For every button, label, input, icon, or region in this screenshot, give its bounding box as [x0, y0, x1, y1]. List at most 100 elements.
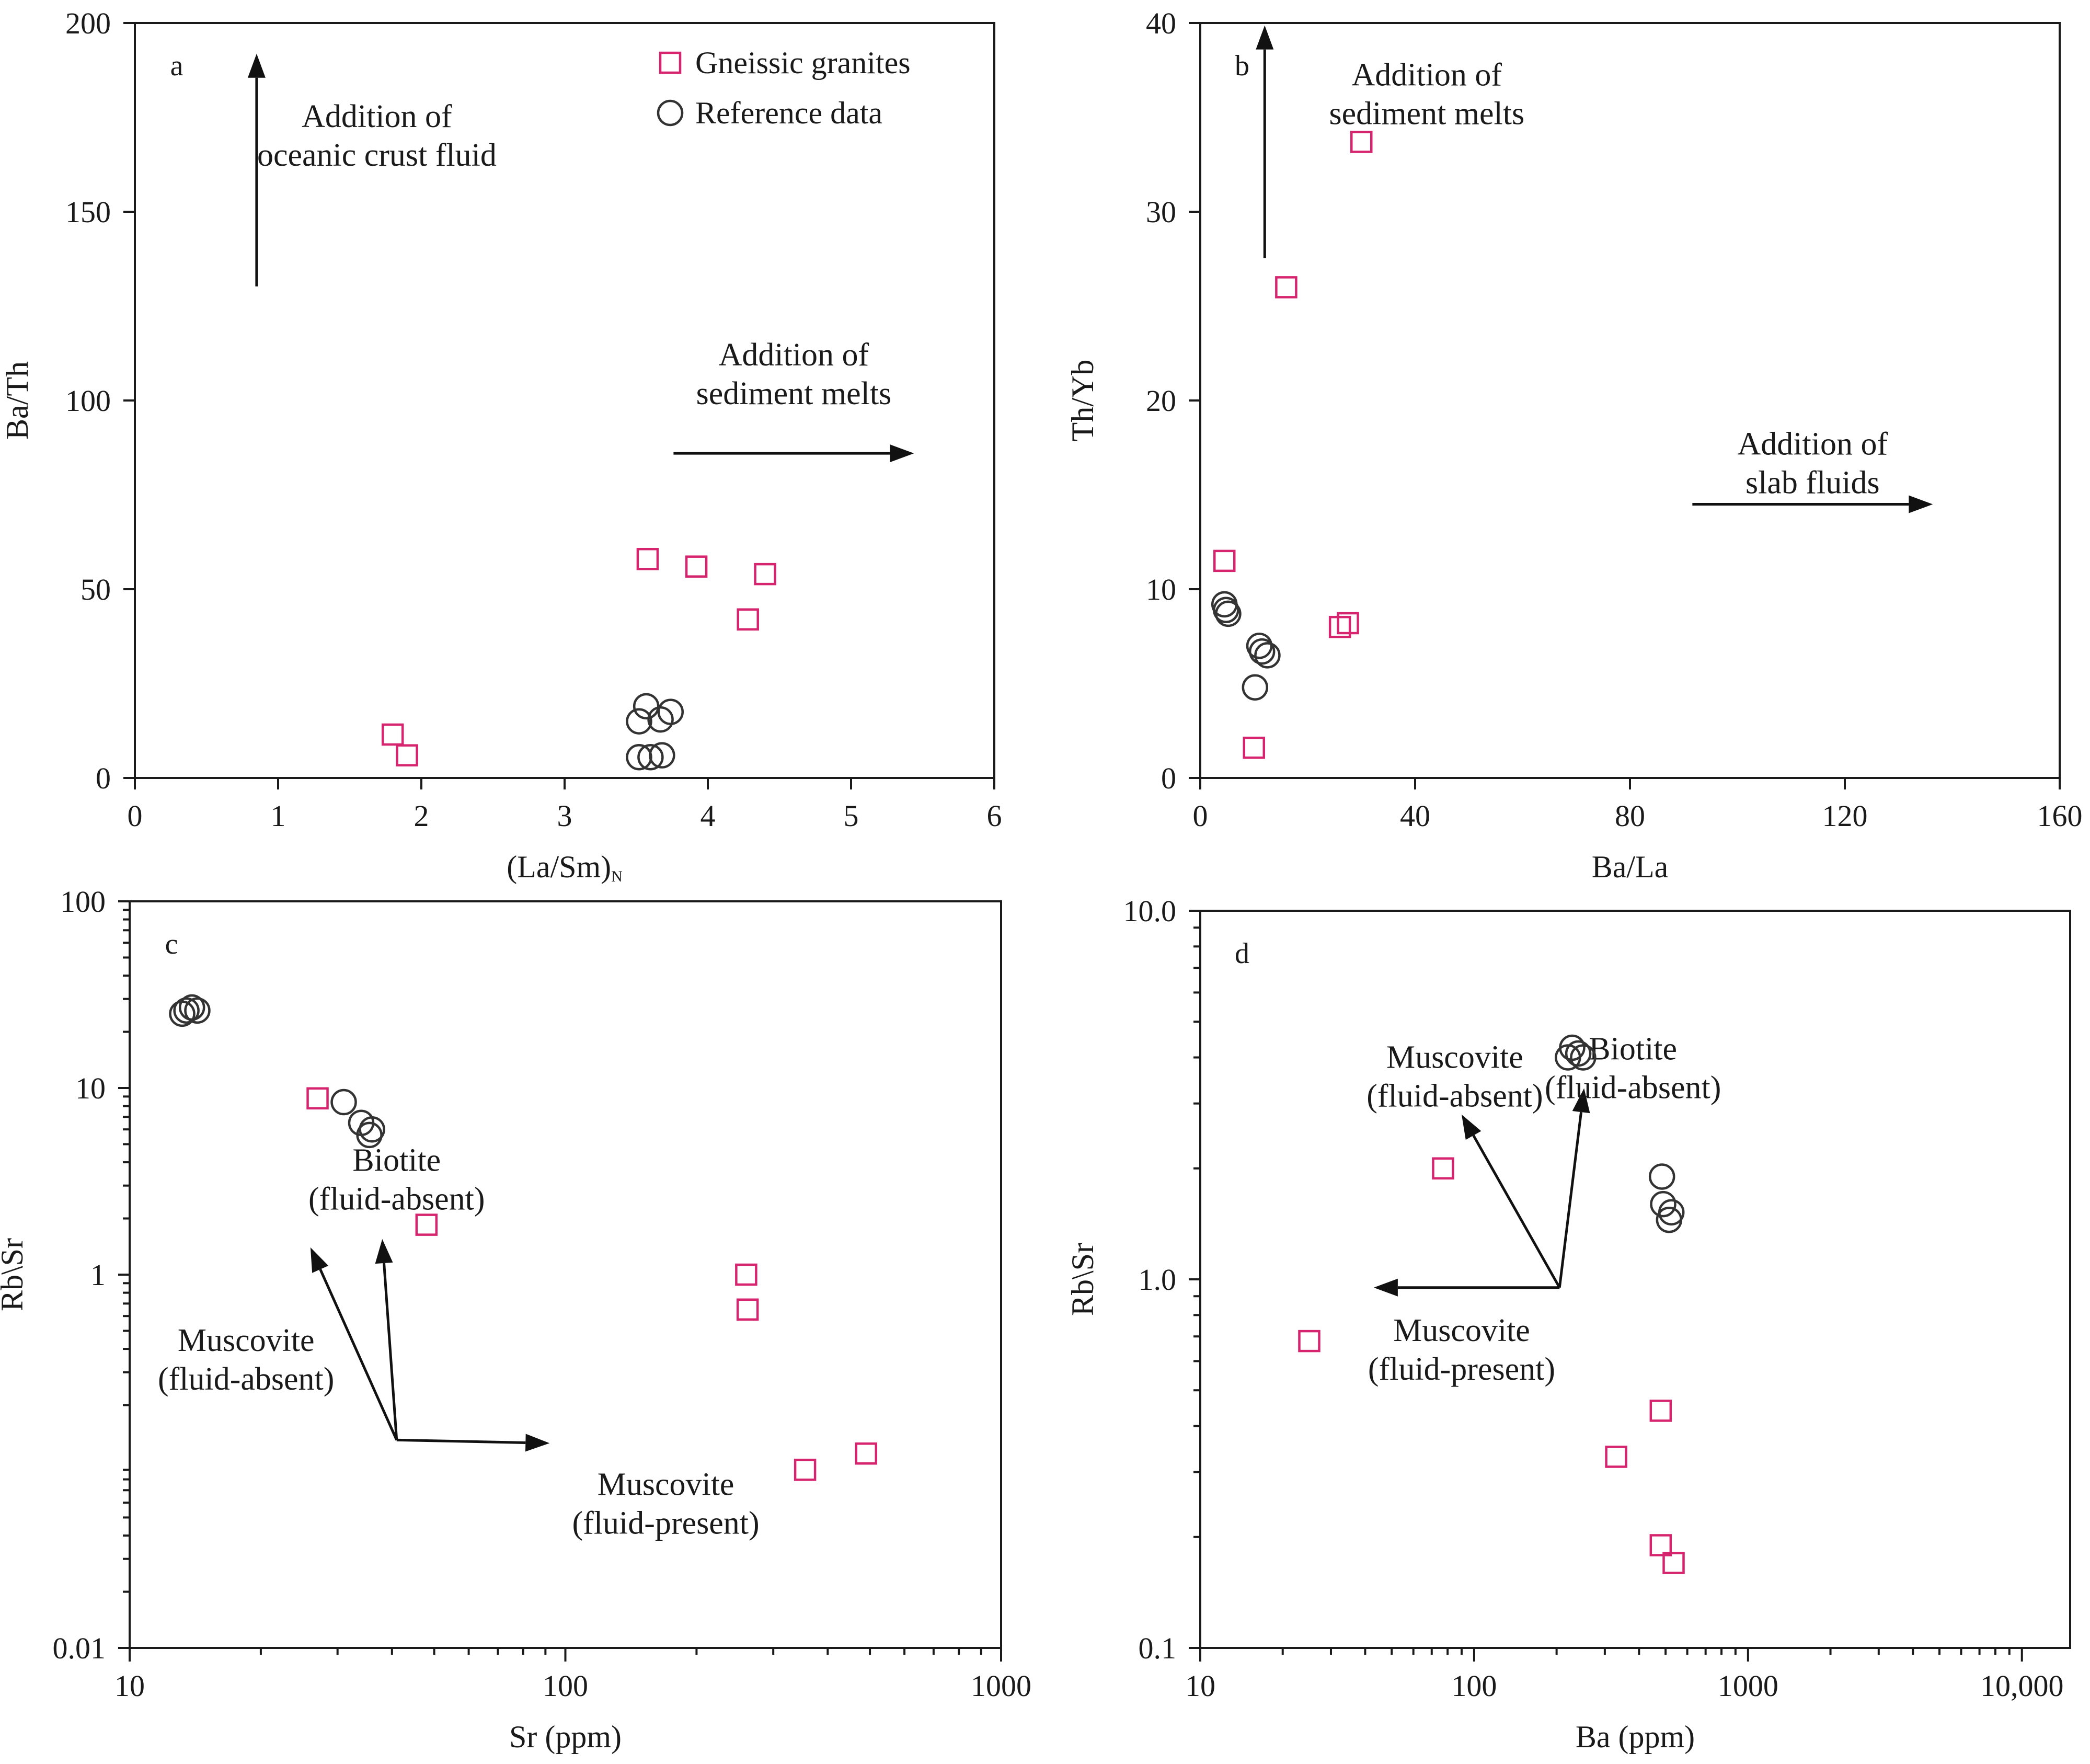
panel-a-y-tick-label: 50	[81, 572, 111, 606]
panel-a-x-tick-label: 0	[128, 799, 143, 833]
panel-a-letter: a	[170, 50, 183, 82]
panel-d-reference-data-point	[1570, 1044, 1597, 1071]
panel-a-legend-label: Reference data	[695, 96, 882, 130]
panel-b-gneissic-granite-point	[1243, 736, 1265, 759]
panel-b-x-tick-label: 40	[1400, 799, 1430, 833]
panel-b-reference-data-point	[1254, 642, 1281, 669]
panel-c-y-tick-label: 0.01	[53, 1631, 106, 1665]
panel-d-x-axis-label: Ba (ppm)	[1576, 1720, 1695, 1754]
panel-d-y-axis-label: Rb\Sr	[1065, 1243, 1100, 1316]
panel-a-reference-data-point	[649, 742, 675, 769]
panel-b-gneissic-granite-point	[1350, 131, 1373, 153]
panel-b-gneissic-granite-point	[1337, 612, 1359, 635]
panel-c-vector-arrow-2	[375, 1239, 398, 1440]
panel-c-annotation-text: (fluid-present)	[572, 1505, 760, 1541]
panel-d-vector-arrow-3-shaft	[1558, 1112, 1583, 1288]
panel-b-reference-data-point	[1242, 674, 1269, 701]
panel-a-gneissic-granite-point	[754, 563, 776, 586]
panel-b-reference-data-point	[1213, 597, 1239, 623]
panel-d-annotation-text: (fluid-present)	[1368, 1351, 1555, 1387]
panel-b-gneissic-granite-point	[1328, 615, 1351, 638]
panel-d-annotation-text: Muscovite	[1393, 1313, 1530, 1348]
panel-c: 10 100 1000 0.01 1 10 100 Sr (ppm) Rb\Sr c Biotite…	[0, 885, 1031, 1754]
panel-b-gneissic-granite-point	[1213, 549, 1236, 572]
panel-d-annotation-text: Biotite	[1589, 1031, 1677, 1067]
panel-d-reference-data-point	[1565, 1040, 1592, 1067]
panel-c-gneissic-granite-point	[794, 1459, 817, 1481]
panel-b-x-tick-label: 80	[1615, 799, 1645, 833]
panel-a-reference-data-point	[626, 708, 652, 735]
panel-c-vector-arrow-2-shaft	[383, 1263, 398, 1440]
panel-c-reference-data-point	[184, 997, 211, 1024]
panel-c-annotation-text: (fluid-absent)	[308, 1181, 485, 1217]
panel-d-vector-arrow-1	[1373, 1278, 1560, 1297]
panel-d-y-tick-label: 1.0	[1139, 1263, 1177, 1297]
panel-d-y-tick-label: 10.0	[1123, 894, 1177, 928]
panel-d-reference-data-point	[1658, 1199, 1685, 1226]
panel-a-annotation-arrow-1	[247, 53, 266, 287]
panel-d-x-tick-label: 10,000	[1980, 1669, 2064, 1703]
panel-d-gneissic-granite-point	[1649, 1400, 1672, 1422]
panel-a-legend-circle-marker	[657, 99, 684, 127]
panel-c-gneissic-granite-point	[735, 1263, 757, 1286]
panel-a-legend-label: Gneissic granites	[695, 45, 911, 80]
panel-c-x-axis-label: Sr (ppm)	[509, 1720, 622, 1754]
panel-b-reference-data-point	[1248, 638, 1276, 665]
panel-c-vector-arrow-1	[310, 1247, 398, 1441]
panel-b-y-tick-label: 0	[1161, 761, 1176, 795]
panel-a-y-tick-label: 200	[65, 6, 111, 40]
panel-c-vector-arrow-1-head	[310, 1247, 329, 1273]
panel-c-y-axis-label: Rb\Sr	[0, 1238, 29, 1311]
panel-c-y-tick-label: 10	[75, 1071, 106, 1105]
panel-b-y-tick-label: 30	[1146, 195, 1176, 229]
panel-b-y-axis-label: Th/Yb	[1065, 360, 1100, 442]
panel-b-reference-data-point	[1215, 600, 1242, 627]
panel-a-x-tick-label: 1	[271, 799, 286, 833]
panel-a-annotation-text: sediment melts	[696, 376, 892, 411]
panel-b: 0 40 80 120 160 0 10 20 30 40 Ba/La Th/Yb b Addition …	[1065, 6, 2083, 884]
panel-d-vector-arrow-3	[1558, 1088, 1590, 1288]
panel-b-x-tick-label: 160	[2037, 799, 2083, 833]
panel-d-y-tick-label: 0.1	[1139, 1631, 1177, 1665]
panel-d-reference-data-point	[1648, 1163, 1675, 1190]
panel-b-letter: b	[1235, 50, 1249, 82]
panel-c-vector-arrow-3-head	[525, 1434, 550, 1452]
panel-a-x-axis-label: (La/Sm)N	[507, 850, 623, 885]
panel-b-annotation-text: sediment melts	[1329, 96, 1524, 132]
panel-b-x-tick-label: 0	[1193, 799, 1208, 833]
panel-d-x-tick-label: 100	[1451, 1669, 1497, 1703]
panel-c-vector-arrow-2-head	[375, 1239, 393, 1264]
panel-c-vector-arrow-3-shaft	[396, 1438, 526, 1444]
panel-a: 0 1 2 3 4 5 6 0 50 100 150 200 (La/Sm)N Ba/Th a Additio…	[0, 6, 1002, 885]
panel-b-y-tick-label: 10	[1146, 572, 1176, 606]
panel-a-x-tick-label: 3	[557, 799, 572, 833]
panel-b-x-axis-label: Ba/La	[1592, 850, 1669, 884]
panel-d-x-tick-label: 1000	[1718, 1669, 1778, 1703]
panel-d-annotation-text: (fluid-absent)	[1545, 1070, 1721, 1105]
panel-d-vector-arrow-2-head	[1461, 1114, 1482, 1140]
panel-b-annotation-arrow-1-head	[1256, 25, 1274, 50]
panel-c-reference-data-point	[173, 997, 200, 1024]
panel-a-legend-square-marker	[659, 51, 682, 74]
panel-a-annotation-text: oceanic crust fluid	[257, 138, 497, 173]
panel-d: 10 100 1000 10,000 0.1 1.0 10.0 Ba (ppm) Rb\Sr d M…	[1065, 894, 2071, 1754]
panel-d-gneissic-granite-point	[1649, 1534, 1672, 1556]
panel-c-gneissic-granite-point	[855, 1442, 878, 1465]
panel-a-x-tick-label: 5	[844, 799, 859, 833]
panel-c-y-tick-label: 100	[60, 885, 106, 919]
panel-d-vector-arrow-2	[1461, 1114, 1561, 1288]
panel-c-reference-data-point	[169, 1000, 196, 1027]
panel-a-annotation-arrow-2	[673, 444, 914, 463]
panel-c-y-tick-label: 1	[90, 1258, 106, 1292]
panel-a-gneissic-granite-point	[737, 608, 759, 631]
panel-a-y-tick-label: 0	[96, 761, 111, 795]
panel-b-annotation-text: Addition of	[1738, 427, 1888, 462]
panel-c-gneissic-granite-point	[415, 1213, 438, 1236]
panel-a-gneissic-granite-point	[381, 723, 404, 746]
panel-d-gneissic-granite-point	[1662, 1552, 1685, 1574]
panel-c-x-tick-label: 1000	[971, 1669, 1031, 1703]
panel-a-annotation-arrow-1-head	[247, 53, 266, 78]
panel-c-annotation-text: Muscovite	[598, 1467, 734, 1502]
